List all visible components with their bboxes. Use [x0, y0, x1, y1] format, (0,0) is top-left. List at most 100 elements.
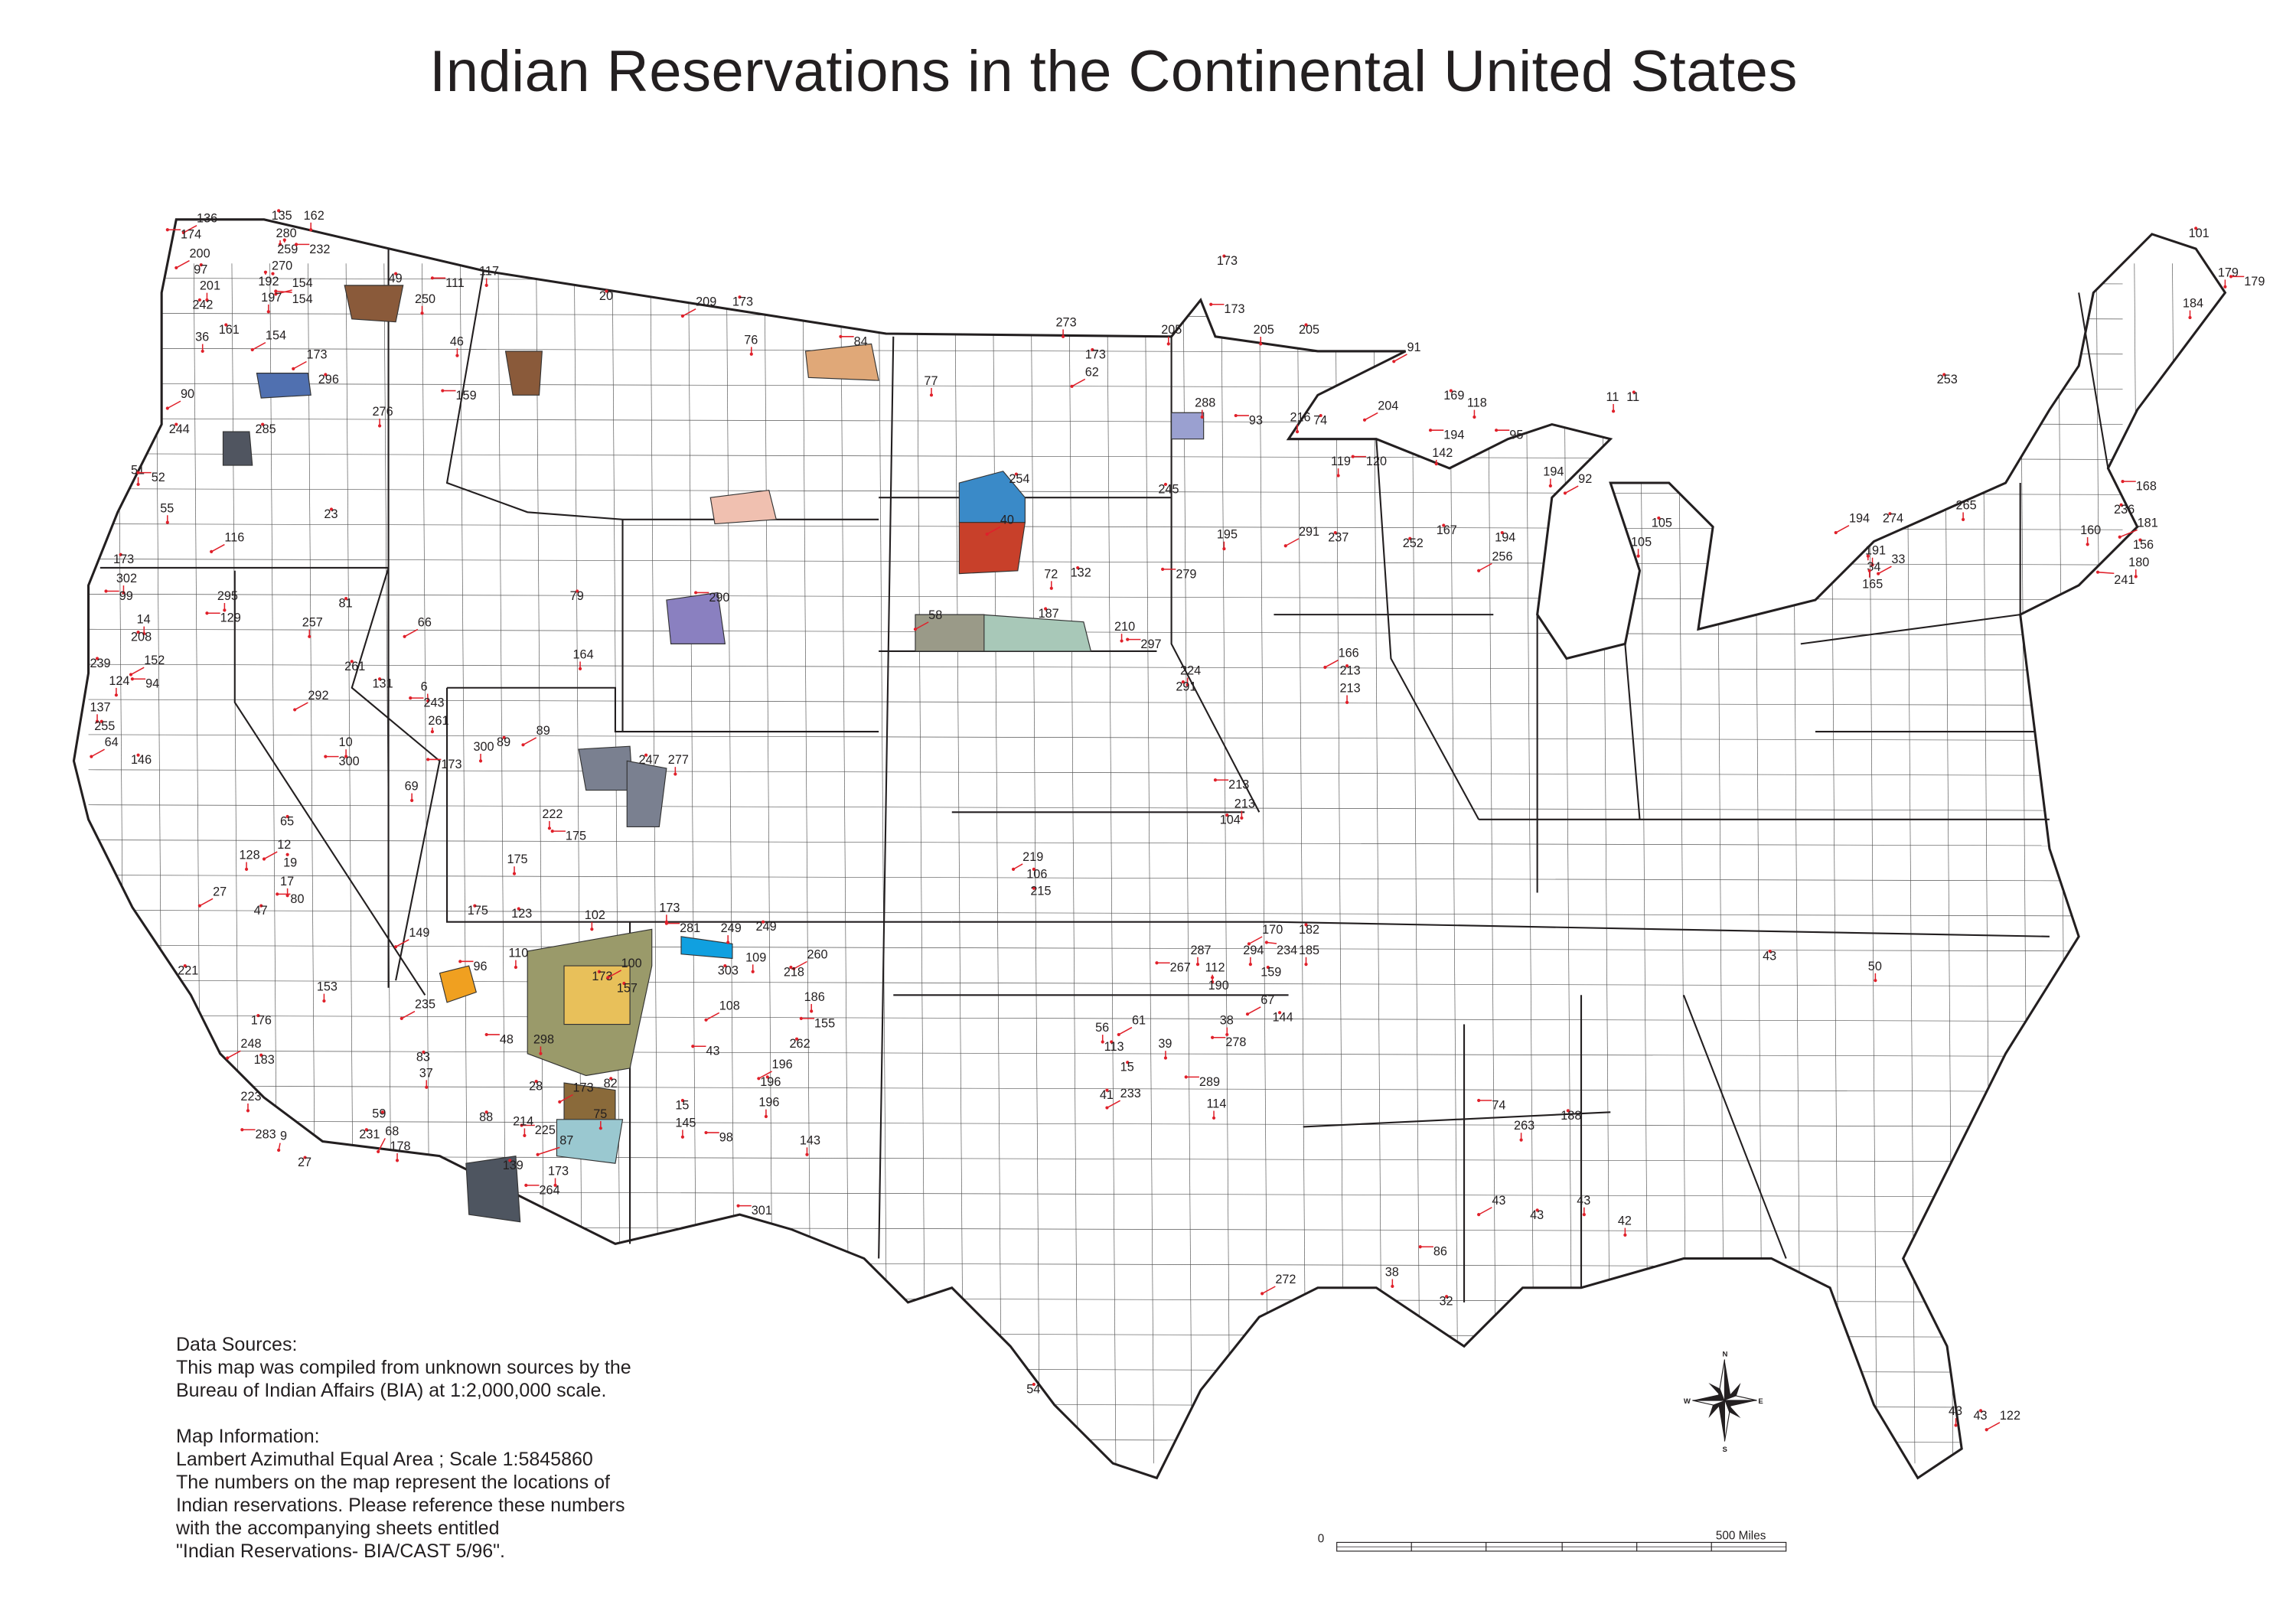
reservation-blackfeet — [504, 350, 543, 396]
reservation-location-marker — [1962, 517, 1965, 521]
leader-line — [523, 737, 537, 745]
reservation-label: 135 — [272, 209, 292, 223]
reservation-number: 194 — [1849, 512, 1870, 526]
reservation-label: 224 — [1180, 664, 1201, 687]
reservation-location-marker — [104, 589, 108, 593]
reservation-number: 43 — [1763, 949, 1776, 963]
reservation-location-marker — [1319, 413, 1322, 418]
reservation-fort-apache — [556, 1119, 624, 1164]
reservation-number: 261 — [344, 660, 365, 673]
reservation-location-marker — [246, 1109, 250, 1113]
reservation-label: 114 — [1206, 1097, 1226, 1120]
reservation-label: 37 — [419, 1066, 433, 1089]
reservation-number: 43 — [1530, 1208, 1544, 1222]
reservation-label: 143 — [800, 1133, 820, 1156]
reservation-location-marker — [1117, 1032, 1120, 1037]
reservation-number: 179 — [2218, 266, 2239, 279]
reservation-number: 175 — [507, 853, 527, 866]
reservation-label: 261 — [428, 714, 449, 734]
reservation-label: 173 — [292, 347, 328, 370]
reservation-location-marker — [691, 1045, 695, 1048]
reservation-label: 98 — [704, 1131, 733, 1145]
map-info-text: "Indian Reservations- BIA/CAST 5/96". — [176, 1540, 505, 1562]
reservation-number: 194 — [1543, 465, 1564, 478]
reservation-label: 157 — [617, 981, 638, 995]
reservation-number: 175 — [566, 830, 586, 843]
reservation-location-marker — [792, 967, 796, 970]
reservation-location-marker — [1261, 1292, 1264, 1296]
reservation-label: 43 — [1949, 1404, 1962, 1427]
reservation-label: 136 — [181, 212, 217, 235]
reservation-number: 84 — [854, 334, 868, 348]
reservation-number: 143 — [800, 1133, 820, 1147]
reservation-location-marker — [2194, 227, 2198, 230]
reservation-location-marker — [293, 708, 297, 712]
reservation-label: 204 — [1362, 399, 1398, 422]
reservation-location-marker — [394, 945, 398, 949]
reservation-location-marker — [765, 1075, 769, 1079]
leader-line — [183, 224, 197, 233]
reservation-label: 241 — [2095, 570, 2135, 587]
reservation-location-marker — [277, 1148, 281, 1152]
state-boundary — [878, 336, 895, 1259]
reservation-location-marker — [350, 660, 354, 663]
reservation-location-marker — [259, 904, 263, 908]
reservation-location-marker — [1032, 1382, 1035, 1387]
reservation-number: 219 — [1022, 850, 1043, 864]
reservation-label: 173 — [592, 970, 612, 983]
reservation-label: 162 — [304, 209, 325, 232]
reservation-label: 20 — [599, 289, 613, 303]
reservation-label: 259 — [277, 238, 298, 256]
reservation-location-marker — [344, 596, 348, 601]
reservation-location-marker — [1014, 472, 1019, 476]
reservation-location-marker — [329, 507, 334, 511]
reservation-fort-peck — [804, 343, 879, 381]
reservation-number: 142 — [1432, 446, 1453, 460]
reservation-location-marker — [129, 673, 133, 676]
map-furniture: N S E W 0 500 Miles — [1318, 1351, 1787, 1552]
reservation-label: 252 — [1403, 536, 1424, 550]
reservation-number: 213 — [1234, 797, 1255, 811]
reservation-location-marker — [749, 352, 753, 356]
reservation-number: 232 — [309, 243, 330, 256]
reservation-label: 38 — [1385, 1265, 1399, 1288]
reservation-label: 65 — [280, 814, 294, 828]
reservation-label: 292 — [293, 689, 329, 712]
reservation-label: 132 — [1071, 566, 1091, 579]
reservation-number: 201 — [200, 279, 220, 293]
reservation-location-marker — [1213, 778, 1218, 782]
reservation-number: 27 — [298, 1156, 311, 1169]
reservation-location-marker — [576, 589, 579, 593]
reservation-location-marker — [1076, 566, 1080, 570]
reservation-location-marker — [344, 755, 348, 758]
reservation-location-marker — [197, 298, 201, 302]
reservation-location-marker — [606, 976, 610, 980]
reservation-number: 277 — [668, 753, 689, 767]
reservation-label: 166 — [1323, 647, 1359, 670]
reservation-location-marker — [285, 894, 289, 898]
reservation-label: 243 — [409, 696, 445, 710]
reservation-label: 262 — [790, 1037, 810, 1051]
reservation-label: 68 — [377, 1124, 399, 1154]
reservation-label: 154 — [274, 276, 313, 296]
reservation-red-lake — [1171, 412, 1205, 440]
reservation-number: 67 — [1261, 993, 1274, 1007]
reservation-number: 288 — [1195, 396, 1215, 410]
reservation-number: 131 — [373, 677, 393, 691]
reservation-location-marker — [985, 532, 989, 536]
reservation-location-marker — [114, 693, 118, 697]
reservation-location-marker — [521, 743, 525, 747]
reservation-location-marker — [514, 965, 518, 970]
reservation-location-marker — [285, 814, 289, 819]
reservation-label: 97 — [194, 263, 207, 277]
reservation-number: 237 — [1328, 531, 1349, 545]
reservation-number: 144 — [1273, 1011, 1293, 1025]
reservation-number: 259 — [277, 243, 298, 256]
reservation-label: 155 — [799, 1016, 835, 1030]
reservation-number: 27 — [213, 885, 227, 898]
reservation-number: 10 — [339, 735, 353, 749]
reservation-label: 39 — [1158, 1037, 1172, 1060]
reservation-number: 98 — [719, 1131, 733, 1145]
reservation-number: 233 — [1120, 1087, 1141, 1100]
reservation-location-marker — [99, 719, 103, 723]
